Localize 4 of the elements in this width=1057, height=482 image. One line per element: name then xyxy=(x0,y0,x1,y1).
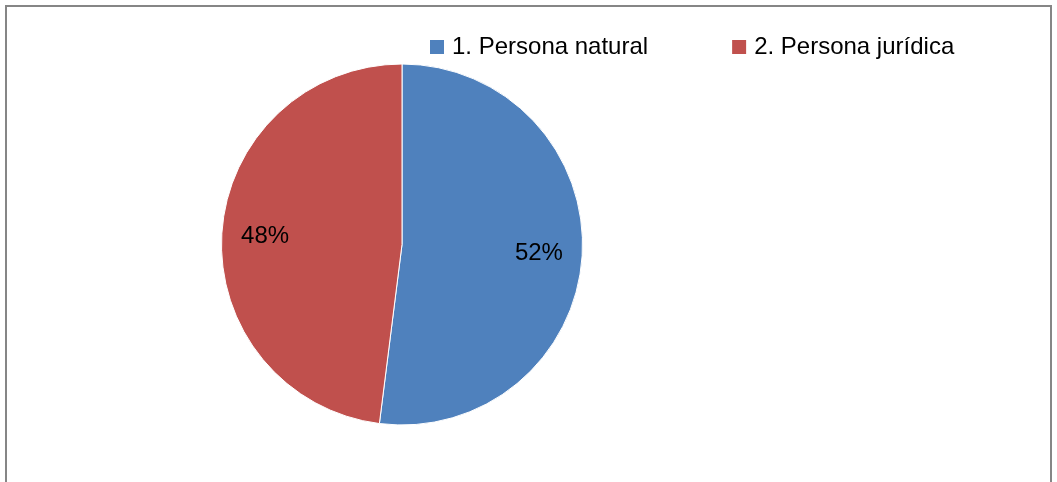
legend-label: 2. Persona jurídica xyxy=(754,31,955,59)
legend-label: 1. Persona natural xyxy=(452,31,649,59)
data-label: 48% xyxy=(241,220,290,248)
data-label: 52% xyxy=(514,237,563,265)
